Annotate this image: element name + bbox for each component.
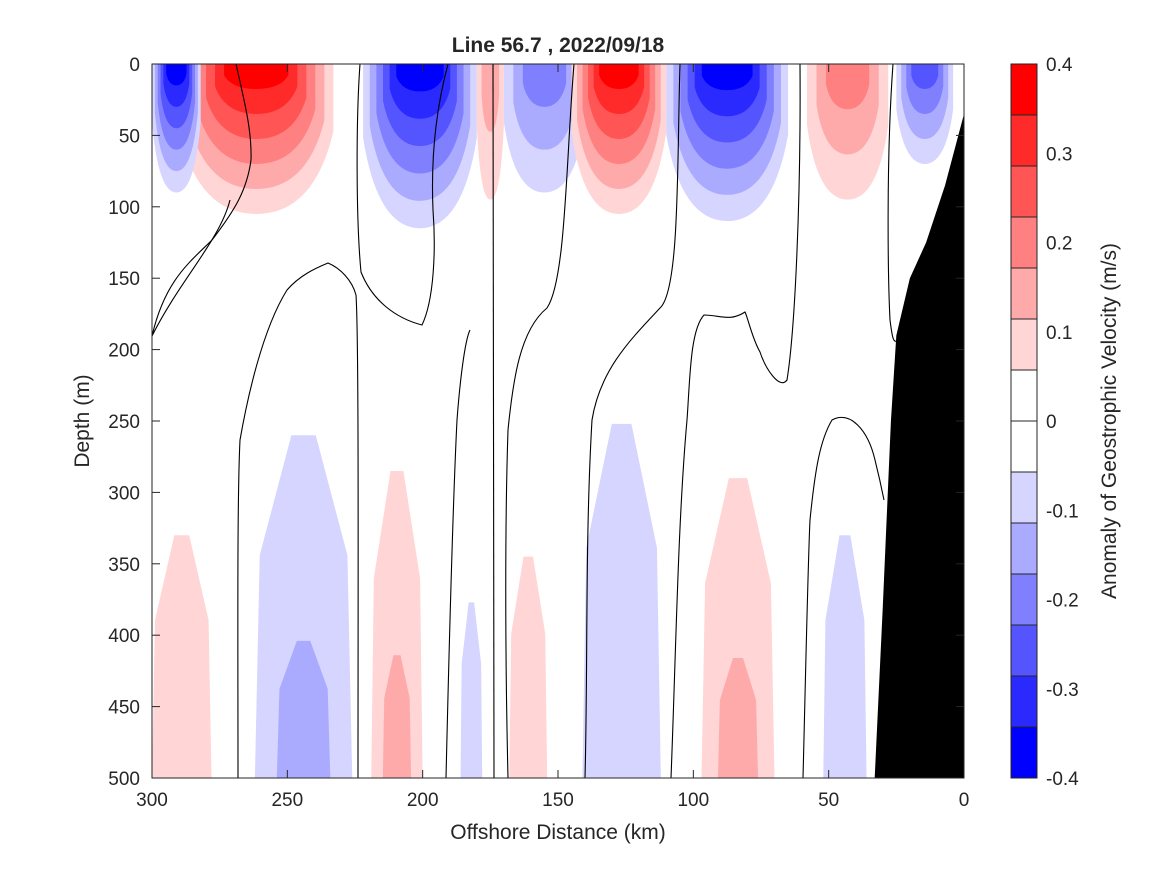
colorbar-swatch (1011, 217, 1037, 269)
x-tick-label: 0 (959, 790, 970, 811)
x-tick-label: 300 (136, 790, 168, 811)
y-tick-label: 200 (108, 341, 140, 362)
colorbar-frame (1010, 63, 1038, 779)
positive-deep-anomaly (382, 655, 412, 778)
colorbar-swatch (1011, 727, 1037, 779)
zero-contour (887, 64, 899, 342)
colorbar-swatch (1011, 574, 1037, 626)
y-tick-label: 100 (108, 198, 140, 219)
bathymetry-seafloor (874, 113, 964, 778)
zero-contour (802, 417, 885, 778)
y-tick-label: 500 (108, 769, 140, 790)
positive-anomaly-lens (481, 64, 500, 132)
colorbar-tick-label: 0 (1046, 412, 1057, 433)
colorbar-swatch (1011, 166, 1037, 218)
colorbar-tick-label: 0.4 (1046, 55, 1073, 76)
negative-deep-anomaly (582, 423, 661, 778)
colorbar-tick-label: -0.2 (1046, 591, 1079, 612)
positive-deep-anomaly (152, 535, 212, 778)
colorbar-swatch (1011, 472, 1037, 524)
y-axis: 0 50 100 150 200 250 300 350 400 450 500 (108, 55, 964, 790)
zero-contour (152, 199, 231, 337)
y-tick-label: 350 (108, 555, 140, 576)
positive-deep-anomaly (717, 658, 759, 778)
colorbar-swatch (1011, 421, 1037, 473)
y-tick-label: 0 (129, 55, 140, 76)
colorbar-tick-label: -0.1 (1046, 501, 1079, 522)
colorbar: 0.4 0.3 0.2 0.1 0 -0.1 -0.2 -0.3 -0.4 (1010, 55, 1079, 790)
zero-contour (356, 64, 449, 326)
negative-anomaly-lens (911, 64, 939, 89)
colorbar-swatch (1011, 523, 1037, 575)
x-axis-label: Offshore Distance (km) (450, 821, 666, 844)
colorbar-tick-label: -0.4 (1046, 769, 1079, 790)
zero-contour (670, 64, 801, 778)
colorbar-tick-label: 0.1 (1046, 323, 1072, 344)
negative-deep-anomaly (823, 535, 867, 778)
y-tick-label: 250 (108, 412, 140, 433)
negative-anomaly-lens (166, 64, 187, 86)
y-tick-label: 300 (108, 483, 140, 504)
zero-contour (505, 64, 575, 778)
colorbar-swatch (1011, 625, 1037, 677)
colorbar-swatch (1011, 319, 1037, 371)
positive-deep-anomaly (509, 556, 548, 778)
positive-anomaly-lens (599, 64, 639, 89)
plot-area (152, 64, 964, 778)
negative-anomaly-lens (522, 64, 567, 107)
colorbar-tick-label: -0.3 (1046, 680, 1079, 701)
x-axis: 300 250 200 150 100 50 0 (136, 64, 969, 811)
y-tick-label: 400 (108, 626, 140, 647)
zero-contour-lines (152, 64, 899, 778)
positive-deep-anomaly (371, 470, 423, 778)
x-tick-label: 100 (677, 790, 709, 811)
colorbar-swatch (1011, 64, 1037, 116)
y-tick-label: 150 (108, 269, 140, 290)
y-tick-label: 450 (108, 698, 140, 719)
x-tick-label: 250 (271, 790, 303, 811)
colorbar-swatch (1011, 115, 1037, 167)
x-tick-label: 150 (542, 790, 574, 811)
positive-deep-anomaly (701, 478, 775, 778)
zero-contour (237, 262, 359, 778)
zero-contour (152, 64, 252, 337)
colorbar-swatch (1011, 268, 1037, 320)
chart-title: Line 56.7 , 2022/09/18 (452, 34, 665, 57)
y-axis-label: Depth (m) (71, 374, 94, 467)
colorbar-swatch (1011, 676, 1037, 728)
x-tick-label: 50 (818, 790, 839, 811)
negative-anomaly-lens (396, 64, 444, 92)
x-tick-label: 200 (407, 790, 439, 811)
colorbar-label: Anomaly of Geostrophic Velocity (m/s) (1098, 243, 1121, 599)
negative-deep-anomaly (276, 640, 331, 778)
colorbar-swatch (1011, 370, 1037, 422)
colorbar-tick-label: 0.3 (1046, 144, 1072, 165)
y-tick-label: 50 (119, 126, 140, 147)
positive-anomaly-lens (825, 64, 870, 110)
negative-deep-anomaly (460, 602, 483, 778)
zero-contour (584, 64, 681, 778)
negative-deep-anomaly (254, 435, 353, 778)
colorbar-tick-label: 0.2 (1046, 234, 1072, 255)
negative-anomaly-lens (701, 64, 753, 91)
zero-contour (445, 329, 471, 778)
zero-contour (492, 64, 495, 778)
